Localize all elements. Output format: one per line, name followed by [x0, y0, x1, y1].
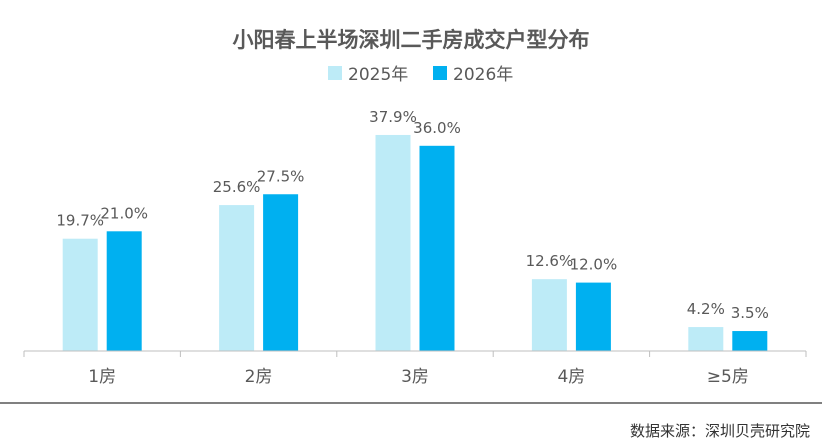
data-label-2026-1: 21.0% [100, 204, 148, 222]
x-axis-ticks [23, 351, 807, 357]
chart-title: 小阳春上半场深圳二手房成交户型分布 [233, 28, 590, 52]
bar-2026-5 [732, 331, 768, 351]
data-label-2026-3: 36.0% [413, 119, 461, 137]
bar-2026-1 [106, 231, 142, 351]
data-label-2026-4: 12.0% [570, 256, 618, 274]
data-labels-group: 19.7%21.0% 25.6%27.5% 37.9%36.0% 12.6%12.0%… [56, 108, 768, 322]
legend-swatch-2026 [433, 66, 447, 80]
legend-swatch-2025 [328, 66, 342, 80]
bar-2025-2 [219, 205, 255, 351]
bar-2026-3 [419, 145, 455, 351]
x-tick-label-5: ≥5房 [707, 367, 749, 387]
data-label-2025-2: 25.6% [213, 178, 261, 196]
bar-2025-5 [688, 327, 724, 351]
data-label-2026-5: 3.5% [731, 304, 769, 322]
bar-2026-4 [575, 282, 611, 351]
x-tick-label-1: 1房 [88, 367, 116, 387]
legend-label-2026: 2026年 [453, 65, 513, 85]
bar-2025-3 [375, 134, 411, 351]
data-label-2025-5: 4.2% [687, 300, 725, 318]
data-label-2025-4: 12.6% [526, 252, 574, 270]
legend-label-2025: 2025年 [348, 65, 408, 85]
legend: 2025年 2026年 [328, 65, 513, 85]
x-axis-tick-labels: 1房 2房 3房 4房 ≥5房 [88, 367, 749, 387]
x-tick-label-4: 4房 [557, 367, 585, 387]
bar-2026-2 [263, 194, 299, 351]
data-label-2025-3: 37.9% [369, 108, 417, 126]
x-tick-label-3: 3房 [401, 367, 429, 387]
bar-2025-1 [62, 238, 98, 351]
bars-group [62, 134, 768, 351]
source-note: 数据来源：深圳贝壳研究院 [630, 422, 810, 440]
data-label-2026-2: 27.5% [257, 167, 305, 185]
data-label-2025-1: 19.7% [56, 212, 104, 230]
bar-2025-4 [531, 279, 567, 351]
x-tick-label-2: 2房 [245, 367, 273, 387]
